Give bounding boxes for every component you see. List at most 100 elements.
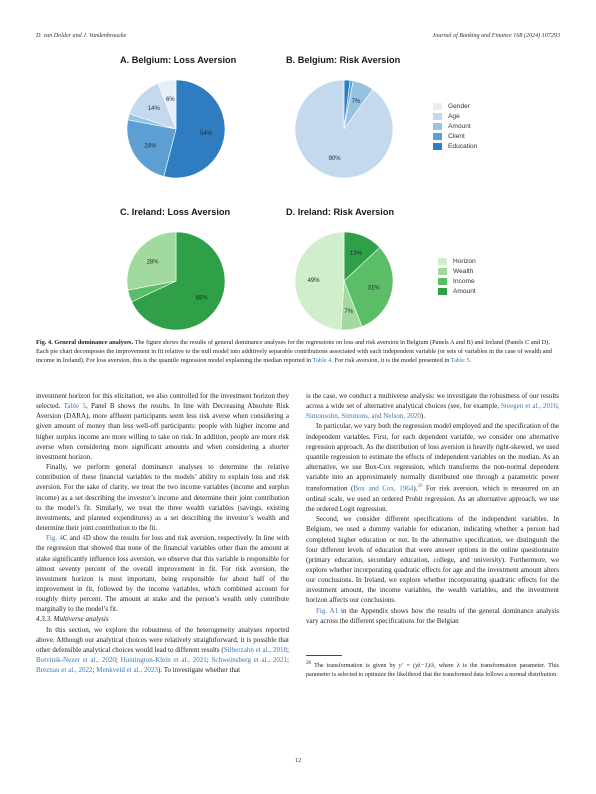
legend-item: Client — [433, 132, 477, 142]
pie-slice-client — [126, 119, 177, 177]
text: C and — [62, 534, 83, 543]
pie-value-label: 7% — [344, 309, 353, 315]
text: ). — [420, 412, 426, 421]
legend-label: Amount — [453, 288, 476, 296]
section-heading: 4.3.3. Multiverse analysis — [36, 615, 109, 624]
citation-link[interactable]: Breznau et al., 2022 — [36, 666, 93, 675]
caption-text: . — [469, 357, 472, 364]
pie-chart-ireland-loss: 68% 28% — [126, 231, 226, 331]
legend-swatch — [438, 277, 447, 285]
paragraph: Fig. A1 in the Appendix shows how the re… — [306, 606, 559, 626]
pie-slice-horizon — [294, 231, 345, 331]
legend-label: Income — [453, 277, 475, 285]
citation-link[interactable]: Huntington-Klein et al., 2021 — [120, 656, 207, 665]
citation-link[interactable]: Schweinsberg et al., 2021 — [211, 656, 287, 665]
panel-b-title: B. Belgium: Risk Aversion — [286, 55, 401, 65]
legend-item: Income — [438, 276, 476, 286]
legend-item: Amount — [433, 121, 477, 131]
citation-link[interactable]: Silberzahn et al., 2018 — [223, 645, 288, 654]
panel-d-title: D. Ireland: Risk Aversion — [286, 207, 395, 217]
paragraph: Finally, we perform general dominance an… — [36, 463, 289, 533]
legend-swatch — [433, 112, 442, 120]
footnote-formula: y′ = (yλ−1)/λ — [398, 663, 435, 670]
legend-item: Education — [433, 142, 477, 152]
citation-link[interactable]: Box and Cox, 1964 — [353, 484, 414, 493]
citation-link[interactable]: Simonsohn, Simmons, and Nelson, 2020 — [306, 412, 421, 421]
paragraph: In this section, we explore the robustne… — [36, 625, 289, 675]
caption-table5-link[interactable]: Table 5 — [450, 357, 470, 364]
pie-value-label: 49% — [308, 278, 321, 284]
pie-value-label: 7% — [352, 99, 361, 105]
text: In this section, we explore the robustne… — [36, 625, 289, 654]
legend-swatch — [438, 288, 447, 296]
left-column: investment horizon for this elicitation,… — [36, 391, 289, 675]
pie-chart-ireland-risk: 13% 31% 7% 49% — [294, 231, 394, 331]
legend-label: Amount — [448, 122, 471, 130]
footnote-divider — [306, 655, 342, 656]
pie-slice-gender — [157, 79, 177, 130]
caption-label: Fig. 4. — [36, 339, 53, 346]
legend-swatch — [438, 257, 447, 265]
pie-value-label: 24% — [144, 143, 157, 149]
paragraph: investment horizon for this elicitation,… — [36, 391, 289, 462]
pie-value-label: 6% — [166, 97, 175, 103]
text: in the Appendix shows how the results of… — [306, 606, 559, 625]
legend-label: Education — [448, 143, 478, 151]
legend-label: Gender — [448, 102, 470, 110]
legend-label: Wealth — [453, 267, 474, 275]
text: D show the results for loss and risk ave… — [36, 534, 289, 614]
legend-item: Gender — [433, 101, 477, 111]
footnote-number: 26 — [306, 660, 312, 666]
caption-text: The figure shows the results of general … — [36, 339, 552, 364]
panel-a-title: A. Belgium: Loss Aversion — [120, 55, 237, 65]
paragraph: Fig. 4C and 4D show the results for loss… — [36, 533, 289, 614]
legend-swatch — [433, 133, 442, 141]
legend-label: Horizon — [453, 257, 476, 265]
footnote: 26 The transformation is given by y′ = (… — [306, 659, 559, 679]
right-column: is the case, we conduct a multiverse ana… — [306, 391, 559, 626]
legend-item: Amount — [438, 287, 476, 297]
fig4-link[interactable]: Fig. 4 — [46, 534, 63, 543]
text: For risk aversion, which is measured on … — [306, 484, 559, 514]
text: , Panel B shows the results. In line wit… — [36, 402, 289, 461]
text: ). To investigate whether that — [157, 666, 241, 675]
citation-link[interactable]: Botvinik-Nezer et al., 2020 — [36, 656, 116, 665]
pie-value-label: 14% — [148, 106, 161, 112]
pie-slice-amount — [131, 231, 226, 331]
fig-a1-link[interactable]: Fig. A1 — [316, 606, 339, 615]
legend-swatch — [433, 102, 442, 110]
pie-value-label: 68% — [196, 295, 209, 301]
pie-value-label: 90% — [329, 156, 342, 162]
legend-label: Age — [448, 112, 460, 120]
pie-slice-income — [343, 247, 394, 327]
table5-link[interactable]: Table 5 — [63, 402, 86, 411]
running-header-journal: Journal of Banking and Finance 168 (2024… — [432, 33, 560, 39]
legend-ireland: Horizon Wealth Income Amount — [438, 256, 476, 297]
running-header-authors: D. van Dolder and J. Vandenbroucke — [36, 33, 127, 39]
pie-slice-age — [294, 79, 394, 179]
caption-table4-link[interactable]: Table 4 — [312, 357, 332, 364]
panel-c-title: C. Ireland: Loss Aversion — [120, 207, 231, 217]
pie-slice-wealth — [126, 231, 177, 291]
pie-value-label: 31% — [368, 286, 381, 292]
citation-link[interactable]: Menkveld et al., 2023 — [96, 666, 158, 675]
legend-label: Client — [448, 133, 465, 141]
legend-item: Wealth — [438, 266, 476, 276]
caption-heading: General dominance analyses. — [54, 339, 134, 346]
page-number: 12 — [294, 757, 302, 764]
footnote-ref[interactable]: 26 — [417, 484, 423, 490]
pie-value-label: 13% — [350, 251, 363, 257]
citation-link[interactable]: Steegen et al., 2016 — [501, 402, 558, 411]
paragraph: is the case, we conduct a multiverse ana… — [306, 392, 559, 421]
figure-caption: Fig. 4. General dominance analyses. The … — [36, 338, 560, 365]
pie-chart-belgium-risk: 7% 90% — [294, 79, 394, 179]
pie-slice-education — [163, 79, 226, 179]
pie-chart-belgium-loss: 54% 24% 14% 6% — [126, 79, 226, 179]
legend-item: Horizon — [438, 256, 476, 266]
pie-value-label: 54% — [200, 131, 213, 137]
legend-item: Age — [433, 111, 477, 121]
legend-swatch — [438, 267, 447, 275]
fig4d-link[interactable]: 4 — [82, 534, 86, 543]
text: is the case, we conduct a multiverse ana… — [306, 392, 559, 411]
text: investment horizon for this elicitation,… — [36, 392, 289, 411]
